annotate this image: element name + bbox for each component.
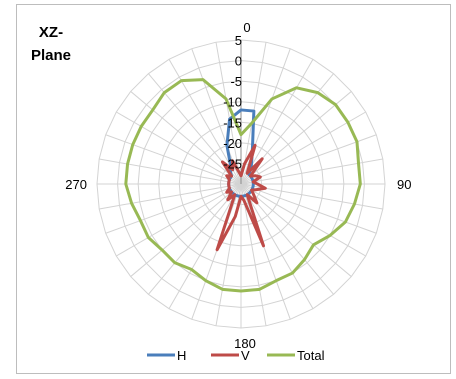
legend: H V Total bbox=[147, 348, 325, 363]
series-v-line bbox=[215, 143, 267, 252]
grid-spoke bbox=[148, 183, 242, 295]
series-layer bbox=[124, 78, 362, 293]
grid-spoke bbox=[168, 183, 242, 309]
chart-title: XZ- Plane bbox=[31, 21, 71, 67]
legend-label-h: H bbox=[177, 348, 186, 363]
grid-spoke bbox=[105, 183, 242, 234]
grid-spoke bbox=[240, 183, 366, 257]
radial-tick-label: 0 bbox=[235, 54, 242, 69]
grid-spoke bbox=[240, 91, 352, 185]
grid-spoke bbox=[240, 183, 314, 309]
legend-label-v: V bbox=[241, 348, 250, 363]
grid-spoke bbox=[130, 91, 242, 185]
radial-tick-label: 5 bbox=[235, 33, 242, 48]
chart-title-line-1: XZ- bbox=[38, 24, 64, 41]
grid-spoke bbox=[99, 158, 242, 185]
grid-spoke bbox=[240, 183, 352, 277]
radial-tick-labels: 5 0 -5 -10 -15 -20 -25 bbox=[223, 33, 242, 171]
grid-spoke bbox=[191, 183, 242, 320]
angle-label-0: 0 bbox=[243, 20, 250, 35]
grid-spoke bbox=[240, 111, 366, 185]
grid-spoke bbox=[116, 183, 242, 257]
legend-label-total: Total bbox=[297, 348, 325, 363]
radial-tick-label: -20 bbox=[223, 136, 242, 151]
series-total-line bbox=[124, 78, 362, 293]
radial-tick-label: -25 bbox=[223, 156, 242, 171]
grid-spoke bbox=[99, 183, 242, 210]
grid-spoke bbox=[215, 42, 242, 185]
angle-labels: 0 90 180 270 bbox=[65, 20, 411, 351]
chart-title-line-2: Plane bbox=[31, 47, 72, 64]
radial-tick-label: -15 bbox=[223, 115, 242, 130]
grid-spoke bbox=[240, 183, 377, 234]
angle-label-270: 270 bbox=[65, 177, 87, 192]
grid-spoke bbox=[130, 183, 242, 277]
grid-spoke bbox=[240, 183, 267, 326]
grid-spoke bbox=[105, 134, 242, 185]
angle-label-180: 180 bbox=[234, 336, 256, 351]
radial-tick-label: -5 bbox=[230, 74, 242, 89]
angle-label-90: 90 bbox=[397, 177, 411, 192]
grid-spoke bbox=[116, 111, 242, 185]
grid-spoke bbox=[240, 134, 377, 185]
radial-tick-label: -10 bbox=[223, 95, 242, 110]
grid-spoke bbox=[240, 183, 291, 320]
